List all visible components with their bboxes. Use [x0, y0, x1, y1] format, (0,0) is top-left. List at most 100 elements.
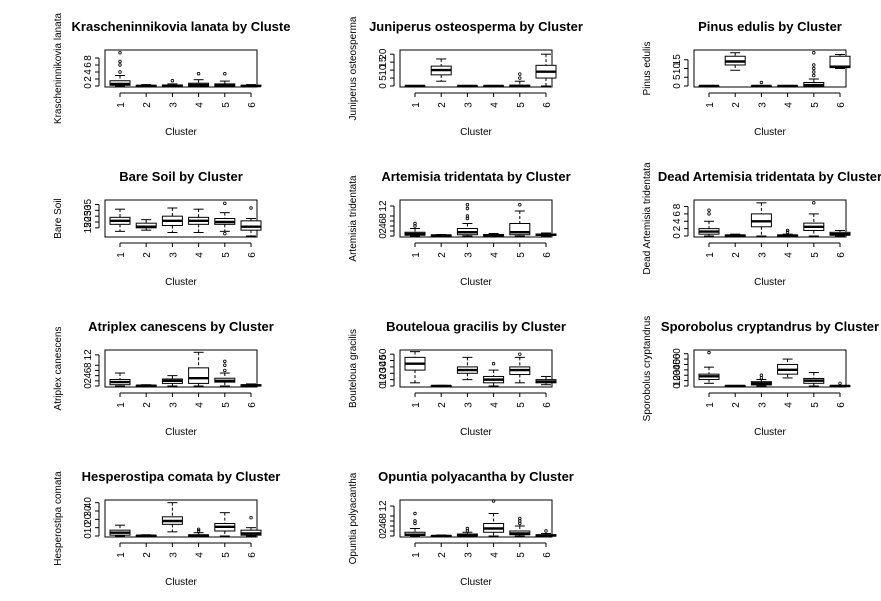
x-tick-label: 2 — [142, 102, 153, 108]
y-tick-label: 10 — [83, 522, 94, 534]
y-tick-label: 6 — [378, 518, 389, 524]
y-tick-label: 2 — [83, 76, 94, 82]
y-tick-label: 30 — [378, 361, 389, 373]
box-group — [750, 80, 772, 88]
x-tick-label: 5 — [810, 252, 821, 258]
box-group — [135, 219, 157, 231]
box-group — [430, 534, 452, 538]
box-group — [109, 208, 131, 232]
box-group — [404, 351, 426, 384]
y-tick-label: 4 — [378, 523, 389, 529]
x-tick-label: 2 — [142, 252, 153, 258]
y-tick-label: 20 — [83, 513, 94, 525]
x-tick-label: 3 — [168, 102, 179, 108]
outlier-point — [223, 231, 227, 236]
boxplot-panel: Krascheninnikovia lanata by Cluste02468K… — [53, 12, 290, 138]
box-group — [483, 233, 505, 237]
y-axis-label: Artemisia tridentata — [348, 175, 359, 262]
box-group — [483, 84, 505, 88]
y-tick-label: 40 — [378, 355, 389, 367]
x-tick-label: 2 — [142, 402, 153, 408]
outlier-point — [707, 350, 711, 355]
box-group — [698, 84, 720, 88]
x-tick-label: 1 — [411, 102, 422, 108]
y-tick-label: 30 — [672, 364, 683, 376]
box-group — [161, 79, 183, 88]
x-axis-label: Cluster — [460, 577, 492, 588]
x-tick-label: 3 — [168, 552, 179, 558]
outlier-point — [518, 203, 522, 207]
x-tick-label: 4 — [195, 102, 206, 108]
x-tick-label: 1 — [705, 102, 716, 108]
y-tick-label: 8 — [378, 213, 389, 219]
y-tick-label: 0 — [83, 83, 94, 89]
y-tick-label: 12 — [83, 349, 94, 361]
y-tick-label: 30 — [83, 505, 94, 517]
y-axis-label: Juniperus osteosperma — [348, 16, 359, 120]
y-tick-label: 10 — [378, 374, 389, 386]
x-tick-label: 5 — [516, 402, 527, 408]
box-group — [161, 502, 183, 533]
box-group — [829, 381, 851, 388]
outlier-point — [249, 206, 253, 210]
outlier-point — [413, 221, 417, 226]
y-tick-label: 10 — [672, 63, 683, 75]
box-group — [135, 384, 157, 387]
x-axis-label: Cluster — [754, 127, 786, 138]
box-group — [135, 84, 157, 88]
box-iqr — [188, 367, 210, 384]
y-tick-label: 5 — [378, 75, 389, 81]
x-tick-label: 5 — [516, 252, 527, 258]
plot-frame — [693, 349, 847, 388]
y-tick-label: 30 — [83, 204, 94, 216]
x-tick-label: 1 — [705, 402, 716, 408]
box-group — [161, 375, 183, 387]
y-tick-label: 2 — [83, 378, 94, 384]
y-axis-label: Hesperostipa comata — [53, 471, 64, 566]
box-group — [430, 58, 452, 82]
x-tick-label: 2 — [731, 402, 742, 408]
outlier-point — [785, 230, 790, 235]
x-axis-label: Cluster — [754, 427, 786, 438]
y-tick-label: 8 — [378, 513, 389, 519]
x-tick-label: 2 — [437, 252, 448, 258]
y-tick-label: 15 — [672, 54, 683, 66]
x-tick-label: 1 — [411, 252, 422, 258]
box-group — [724, 233, 746, 237]
box-group — [803, 372, 825, 387]
plot-frame — [104, 349, 258, 388]
y-tick-label: 0 — [378, 83, 389, 89]
y-axis-label: Bare Soil — [53, 198, 64, 239]
y-tick-label: 20 — [378, 48, 389, 60]
y-tick-label: 4 — [83, 372, 94, 378]
outlier-point — [707, 208, 711, 212]
x-tick-label: 1 — [411, 402, 422, 408]
y-axis-label: Pinus edulis — [642, 42, 653, 96]
outlier-point — [249, 515, 253, 520]
y-tick-label: 0 — [672, 383, 683, 389]
y-tick-label: 6 — [83, 62, 94, 68]
outlier-point — [544, 529, 548, 533]
box-group — [724, 384, 746, 388]
x-tick-label: 2 — [142, 552, 153, 558]
boxplot-panel: Juniperus osteosperma by Cluster05101520… — [348, 16, 583, 138]
box-group — [214, 72, 236, 87]
y-tick-label: 5 — [672, 74, 683, 80]
y-axis-label: Dead Artemisia tridentata — [642, 162, 653, 275]
x-tick-label: 3 — [757, 102, 768, 108]
box-group — [509, 72, 531, 88]
y-tick-label: 8 — [672, 203, 683, 209]
box-group — [698, 208, 720, 237]
x-tick-label: 4 — [490, 102, 501, 108]
panel-title: Juniperus osteosperma by Cluster — [369, 19, 583, 34]
box-group — [404, 84, 426, 88]
plot-frame — [399, 199, 553, 238]
box-group — [240, 84, 262, 88]
x-tick-label: 1 — [411, 552, 422, 558]
panel-title: Artemisia tridentata by Cluster — [381, 169, 570, 184]
box-group — [135, 534, 157, 537]
panel-title: Sporobolus cryptandrus by Cluster — [661, 319, 879, 334]
box-group — [188, 351, 210, 387]
x-tick-label: 4 — [490, 402, 501, 408]
x-axis-label: Cluster — [460, 127, 492, 138]
